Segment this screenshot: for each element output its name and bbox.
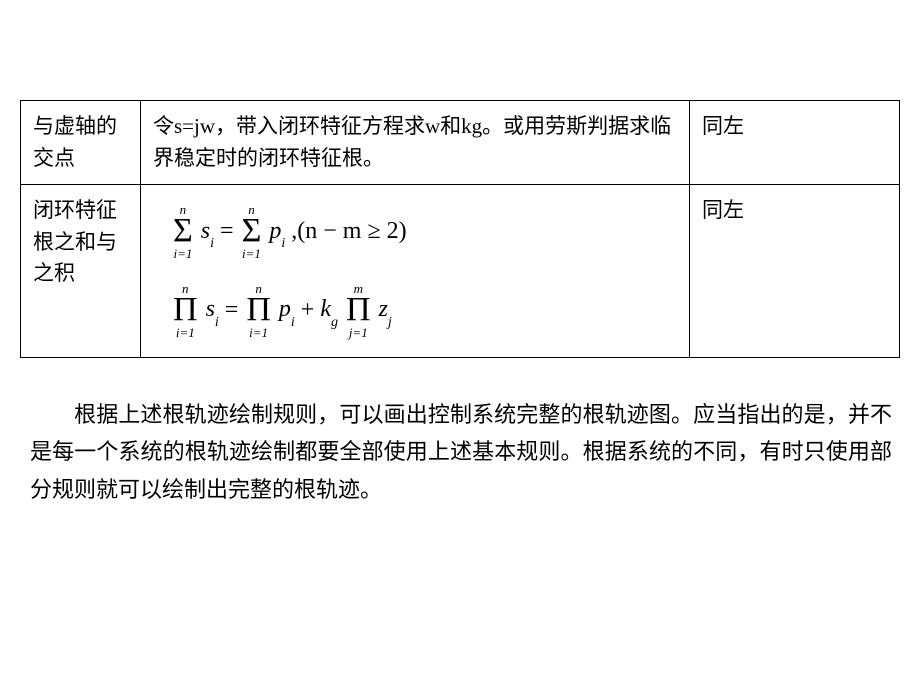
math-term: pi bbox=[279, 291, 295, 329]
sigma-operator: n Σ i=1 bbox=[173, 203, 193, 260]
math-term: kg bbox=[320, 291, 338, 329]
row-note: 同左 bbox=[690, 101, 900, 185]
root-locus-rules-table: 与虚轴的交点 令s=jw，带入闭环特征方程求w和kg。或用劳斯判据求临界稳定时的… bbox=[20, 100, 900, 358]
pi-operator: n Π i=1 bbox=[173, 282, 198, 339]
table-row: 闭环特征根之和与之积 n Σ i=1 si = n Σ i=1 pi ,(n −… bbox=[21, 185, 900, 358]
row-note: 同左 bbox=[690, 185, 900, 358]
explanation-paragraph: 根据上述根轨迹绘制规则，可以画出控制系统完整的根轨迹图。应当指出的是，并不是每一… bbox=[20, 396, 900, 508]
row-label: 与虚轴的交点 bbox=[21, 101, 141, 185]
math-term: si bbox=[206, 291, 219, 329]
equals-sign: = bbox=[220, 213, 234, 249]
paragraph-text: 根据上述根轨迹绘制规则，可以画出控制系统完整的根轨迹图。应当指出的是，并不是每一… bbox=[30, 402, 892, 502]
pi-operator: m Π j=1 bbox=[346, 282, 371, 339]
row-description: 令s=jw，带入闭环特征方程求w和kg。或用劳斯判据求临界稳定时的闭环特征根。 bbox=[141, 101, 690, 185]
row-formula: n Σ i=1 si = n Σ i=1 pi ,(n − m ≥ 2) n Π bbox=[141, 185, 690, 358]
math-term: pi bbox=[269, 213, 285, 251]
row-label: 闭环特征根之和与之积 bbox=[21, 185, 141, 358]
math-term: si bbox=[201, 213, 214, 251]
sigma-operator: n Σ i=1 bbox=[242, 203, 262, 260]
math-term: zj bbox=[379, 291, 392, 329]
sum-equation: n Σ i=1 si = n Σ i=1 pi ,(n − m ≥ 2) bbox=[171, 203, 659, 260]
product-equation: n Π i=1 si = n Π i=1 pi + kg m Π j=1 bbox=[171, 282, 659, 339]
pi-operator: n Π i=1 bbox=[246, 282, 271, 339]
plus-sign: + bbox=[301, 292, 315, 328]
table-row: 与虚轴的交点 令s=jw，带入闭环特征方程求w和kg。或用劳斯判据求临界稳定时的… bbox=[21, 101, 900, 185]
condition-text: ,(n − m ≥ 2) bbox=[291, 213, 406, 249]
equals-sign: = bbox=[225, 292, 239, 328]
